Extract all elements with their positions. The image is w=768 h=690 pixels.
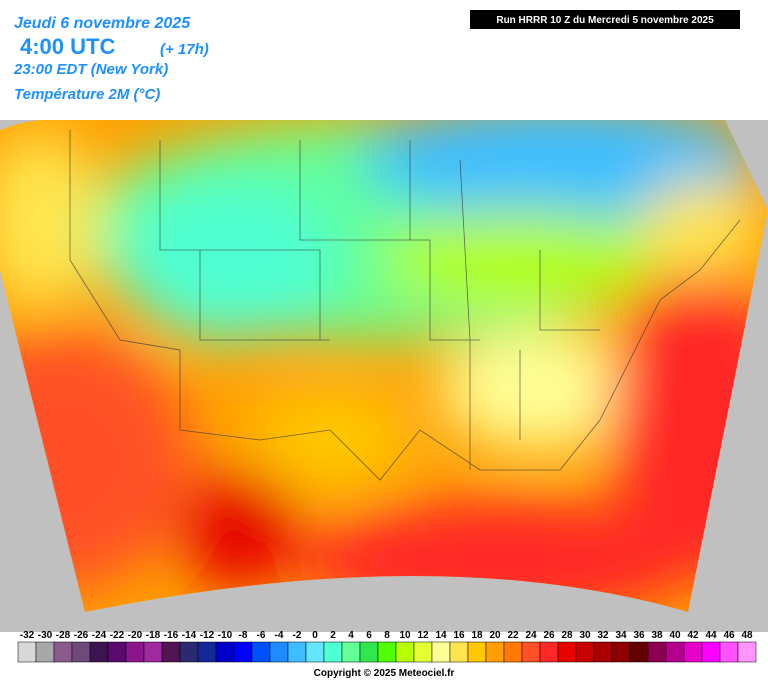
legend-swatch [323, 641, 343, 663]
legend-swatch [179, 641, 199, 663]
date: Jeudi 6 novembre 2025 [14, 15, 191, 32]
legend-swatch [53, 641, 73, 663]
legend-swatch [665, 641, 685, 663]
legend-swatch [431, 641, 451, 663]
legend-swatch [35, 641, 55, 663]
legend-label: 18 [471, 630, 483, 641]
legend-swatch [89, 641, 109, 663]
legend-swatch [629, 641, 649, 663]
legend-label: -10 [218, 630, 233, 641]
legend-label: 14 [435, 630, 447, 641]
legend-swatch [107, 641, 127, 663]
legend-swatch [467, 641, 487, 663]
legend-label: 40 [669, 630, 681, 641]
legend-swatch [143, 641, 163, 663]
legend-swatch [737, 641, 757, 663]
copyright: Copyright © 2025 Meteociel.fr [314, 668, 455, 679]
legend-swatch [233, 641, 253, 663]
legend-label: 22 [507, 630, 519, 641]
legend-label: 20 [489, 630, 501, 641]
legend-swatch [251, 641, 271, 663]
legend-label: 16 [453, 630, 465, 641]
legend-label: 32 [597, 630, 609, 641]
legend-swatch [269, 641, 289, 663]
legend-label: -16 [164, 630, 179, 641]
legend-swatch [341, 641, 361, 663]
legend-label: 28 [561, 630, 573, 641]
legend-swatch [161, 641, 181, 663]
legend-swatch [377, 641, 397, 663]
time-utc: 4:00 UTC [20, 34, 115, 59]
legend-swatch [611, 641, 631, 663]
legend-swatch [683, 641, 703, 663]
legend-label: -20 [128, 630, 143, 641]
legend-label: -30 [38, 630, 53, 641]
legend-label: 2 [330, 630, 336, 641]
legend-swatch [359, 641, 379, 663]
legend-label: -24 [92, 630, 107, 641]
legend: -32 -30 -28 -26 -24 -22 -20 -18 -16 -14 -12 -10 -8 -6… [17, 630, 757, 663]
legend-label: -8 [239, 630, 248, 641]
legend-label: -14 [182, 630, 197, 641]
legend-swatch [449, 641, 469, 663]
legend-swatch [197, 641, 217, 663]
field: Température 2M (°C) [14, 86, 160, 103]
legend-swatch [485, 641, 505, 663]
legend-label: 38 [651, 630, 663, 641]
legend-label: -32 [20, 630, 35, 641]
legend-label: 8 [384, 630, 390, 641]
legend-swatch [413, 641, 433, 663]
legend-label: 0 [312, 630, 318, 641]
legend-swatch [719, 641, 739, 663]
legend-swatch [287, 641, 307, 663]
legend-label: 42 [687, 630, 699, 641]
legend-label: 44 [705, 630, 717, 641]
legend-label: -6 [257, 630, 266, 641]
legend-label: 12 [417, 630, 429, 641]
legend-swatch [215, 641, 235, 663]
legend-label: 6 [366, 630, 372, 641]
legend-swatch [395, 641, 415, 663]
legend-label: -4 [275, 630, 284, 641]
legend-label: -26 [74, 630, 89, 641]
legend-swatch [17, 641, 37, 663]
legend-swatch [305, 641, 325, 663]
legend-label: -22 [110, 630, 125, 641]
legend-swatch [521, 641, 541, 663]
legend-label: -18 [146, 630, 161, 641]
legend-label: -2 [293, 630, 302, 641]
run-box [470, 10, 740, 29]
legend-label: -12 [200, 630, 215, 641]
legend-label: 4 [348, 630, 354, 641]
legend-swatch [593, 641, 613, 663]
legend-swatch [557, 641, 577, 663]
legend-label: 34 [615, 630, 627, 641]
legend-label: -28 [56, 630, 71, 641]
legend-swatch [575, 641, 595, 663]
legend-label: 46 [723, 630, 735, 641]
legend-swatch [701, 641, 721, 663]
time-local: 23:00 EDT (New York) [13, 61, 168, 78]
legend-label: 48 [741, 630, 753, 641]
legend-swatch [503, 641, 523, 663]
temperature-map [0, 120, 768, 612]
legend-label: 24 [525, 630, 537, 641]
legend-swatch [71, 641, 91, 663]
legend-swatch [539, 641, 559, 663]
legend-label: 26 [543, 630, 555, 641]
legend-swatch [647, 641, 667, 663]
legend-swatch [125, 641, 145, 663]
offset: (+ 17h) [160, 41, 209, 58]
legend-label: 30 [579, 630, 591, 641]
run-label: Run HRRR 10 Z du Mercredi 5 novembre 202… [496, 15, 714, 26]
legend-label: 10 [399, 630, 411, 641]
legend-label: 36 [633, 630, 645, 641]
